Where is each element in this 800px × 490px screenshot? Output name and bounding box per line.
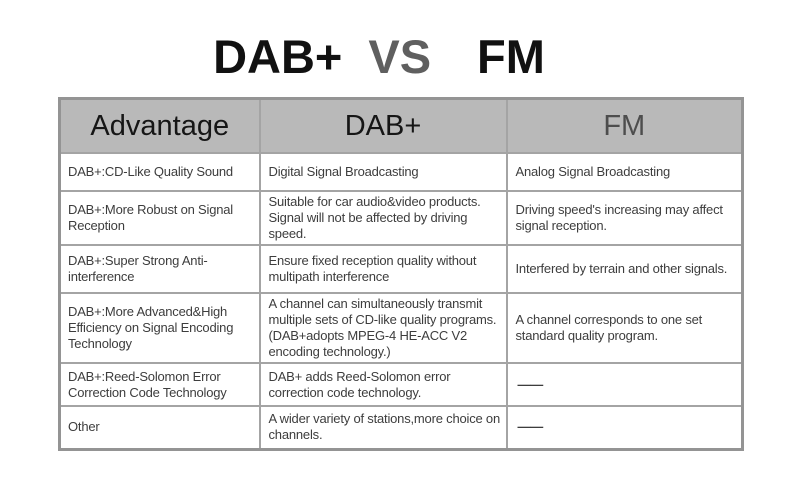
- advantage-cell: DAB+:Reed-Solomon Error Correction Code …: [58, 362, 261, 407]
- fm-cell-dash: ——: [505, 405, 744, 450]
- advantage-cell: Other: [58, 405, 261, 450]
- advantage-cell: DAB+:More Advanced&High Efficiency on Si…: [58, 292, 261, 364]
- advantage-cell: DAB+:Super Strong Anti-interference: [58, 244, 261, 294]
- advantage-cell: DAB+:CD-Like Quality Sound: [58, 152, 261, 192]
- header-dab: DAB+: [258, 97, 508, 154]
- dab-cell: Digital Signal Broadcasting: [258, 152, 508, 192]
- header-fm: FM: [505, 97, 744, 154]
- fm-cell: Interfered by terrain and other signals.: [505, 244, 744, 294]
- table-row: DAB+:Reed-Solomon Error Correction Code …: [58, 362, 744, 407]
- fm-cell: A channel corresponds to one set standar…: [505, 292, 744, 364]
- fm-cell: Driving speed's increasing may affect si…: [505, 190, 744, 246]
- table-row: DAB+:CD-Like Quality Sound Digital Signa…: [58, 152, 744, 192]
- table-row: DAB+:More Advanced&High Efficiency on Si…: [58, 292, 744, 364]
- title-dab: DAB+: [213, 30, 343, 83]
- fm-cell-dash: ——: [505, 362, 744, 407]
- fm-cell: Analog Signal Broadcasting: [505, 152, 744, 192]
- title-fm: FM: [477, 30, 545, 83]
- header-row: Advantage DAB+ FM: [58, 97, 744, 154]
- dab-cell: A wider variety of stations,more choice …: [258, 405, 508, 450]
- table-row: DAB+:Super Strong Anti-interference Ensu…: [58, 244, 744, 294]
- table-row: Other A wider variety of stations,more c…: [58, 405, 744, 450]
- dab-cell: A channel can simultaneously transmit mu…: [258, 292, 508, 364]
- table-row: DAB+:More Robust on Signal Reception Sui…: [58, 190, 744, 246]
- dab-cell: DAB+ adds Reed-Solomon error correction …: [258, 362, 508, 407]
- page-title: DAB+ VS FM: [0, 31, 758, 83]
- dab-cell: Ensure fixed reception quality without m…: [258, 244, 508, 294]
- title-vs: VS: [368, 30, 432, 83]
- dab-cell: Suitable for car audio&video products. S…: [258, 190, 508, 246]
- comparison-table: Advantage DAB+ FM DAB+:CD-Like Quality S…: [58, 97, 744, 451]
- advantage-cell: DAB+:More Robust on Signal Reception: [58, 190, 261, 246]
- header-advantage: Advantage: [58, 97, 261, 154]
